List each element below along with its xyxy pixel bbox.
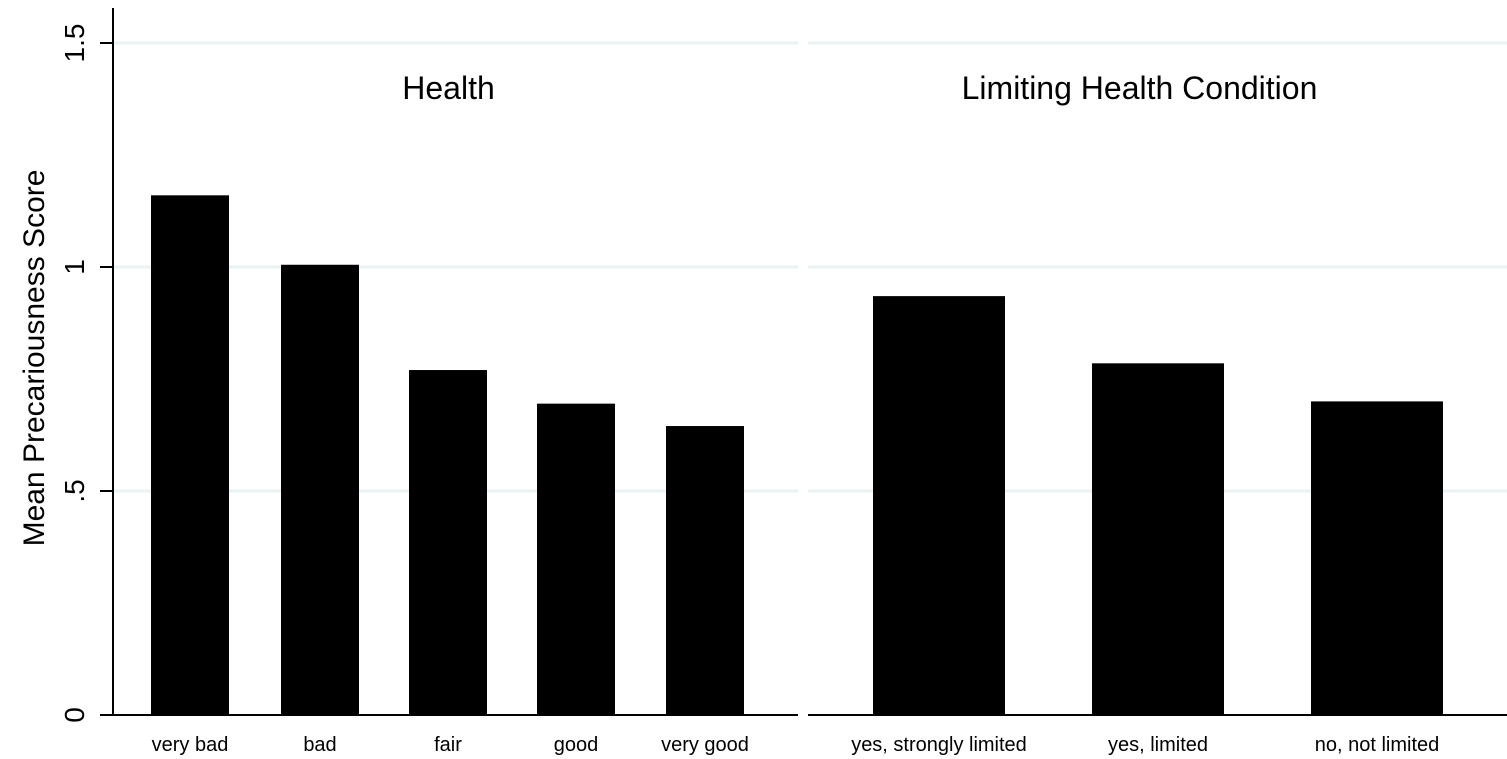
y-ticks: 0 .5 1 1.5 xyxy=(59,24,113,723)
x-tick-label: yes, strongly limited xyxy=(851,734,1027,756)
y-tick-label: 0 xyxy=(59,707,90,723)
y-axis-label: Mean Precariousness Score xyxy=(18,170,51,547)
x-tick-label: bad xyxy=(303,734,336,756)
panel-title: Limiting Health Condition xyxy=(962,70,1318,106)
x-tick-label: yes, limited xyxy=(1108,734,1208,756)
bar xyxy=(1092,363,1224,715)
y-tick-label: 1 xyxy=(59,259,90,275)
panel-2: Limiting Health Condition yes, strongly l… xyxy=(851,70,1443,756)
bar xyxy=(537,403,615,715)
bar xyxy=(1311,401,1443,715)
bar xyxy=(873,296,1005,715)
bar xyxy=(666,426,744,715)
bar xyxy=(281,264,359,715)
panels: Health very bad bad fair good very good Limiti… xyxy=(151,70,1443,756)
y-tick-label: 1.5 xyxy=(59,24,90,63)
x-tick-label: very bad xyxy=(152,734,229,756)
panel-title: Health xyxy=(402,70,495,106)
y-tick-label: .5 xyxy=(59,479,90,502)
x-tick-label: no, not limited xyxy=(1315,734,1440,756)
bar xyxy=(151,195,229,715)
x-tick-label: very good xyxy=(661,734,749,756)
bar xyxy=(409,370,487,715)
x-tick-label: fair xyxy=(434,734,462,756)
x-tick-label: good xyxy=(554,734,599,756)
panel-1: Health very bad bad fair good very good xyxy=(151,70,749,756)
